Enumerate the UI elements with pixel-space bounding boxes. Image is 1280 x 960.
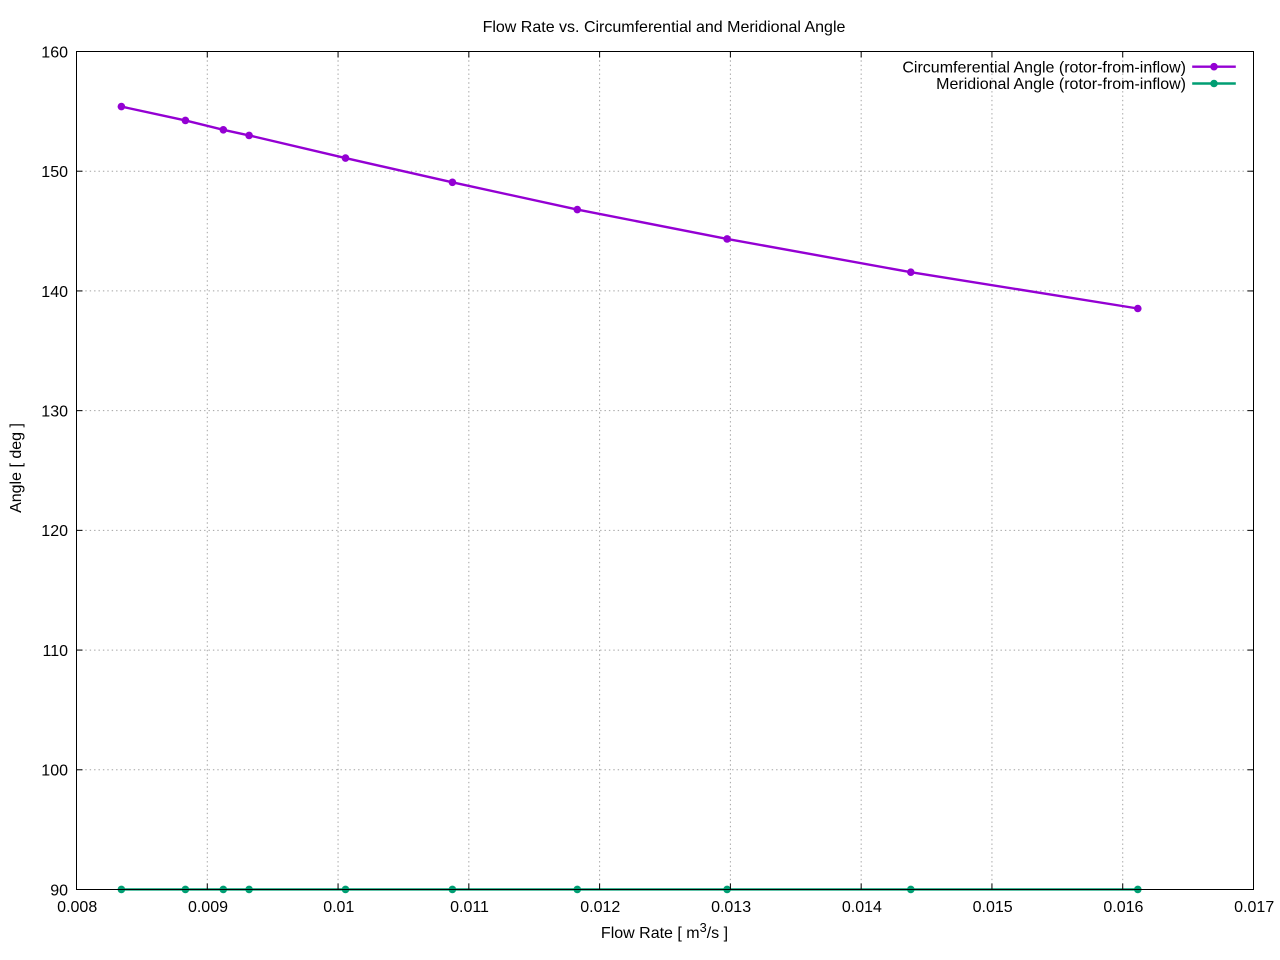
- svg-text:0.013: 0.013: [711, 899, 751, 916]
- svg-text:0.008: 0.008: [57, 899, 97, 916]
- svg-text:0.017: 0.017: [1234, 899, 1274, 916]
- svg-text:150: 150: [41, 164, 68, 181]
- svg-text:Flow Rate vs. Circumferential: Flow Rate vs. Circumferential and Meridi…: [483, 19, 846, 36]
- svg-text:0.016: 0.016: [1103, 899, 1143, 916]
- svg-text:Angle [ deg ]: Angle [ deg ]: [8, 423, 25, 513]
- svg-text:Circumferential Angle (rotor-f: Circumferential Angle (rotor-from-inflow…: [902, 59, 1186, 76]
- svg-text:0.012: 0.012: [580, 899, 620, 916]
- svg-text:110: 110: [42, 643, 68, 660]
- svg-text:140: 140: [41, 284, 68, 301]
- svg-text:0.01: 0.01: [323, 899, 354, 916]
- svg-text:120: 120: [41, 523, 68, 540]
- svg-text:90: 90: [50, 882, 68, 899]
- svg-text:0.011: 0.011: [450, 899, 489, 916]
- svg-text:0.009: 0.009: [188, 899, 228, 916]
- svg-text:0.015: 0.015: [973, 899, 1013, 916]
- svg-text:Flow Rate [ m3/s ]: Flow Rate [ m3/s ]: [601, 920, 728, 942]
- svg-text:0.014: 0.014: [842, 899, 882, 916]
- svg-text:130: 130: [41, 403, 68, 420]
- svg-text:Meridional Angle (rotor-from-i: Meridional Angle (rotor-from-inflow): [936, 76, 1186, 93]
- svg-text:100: 100: [41, 763, 68, 780]
- svg-text:160: 160: [41, 44, 68, 61]
